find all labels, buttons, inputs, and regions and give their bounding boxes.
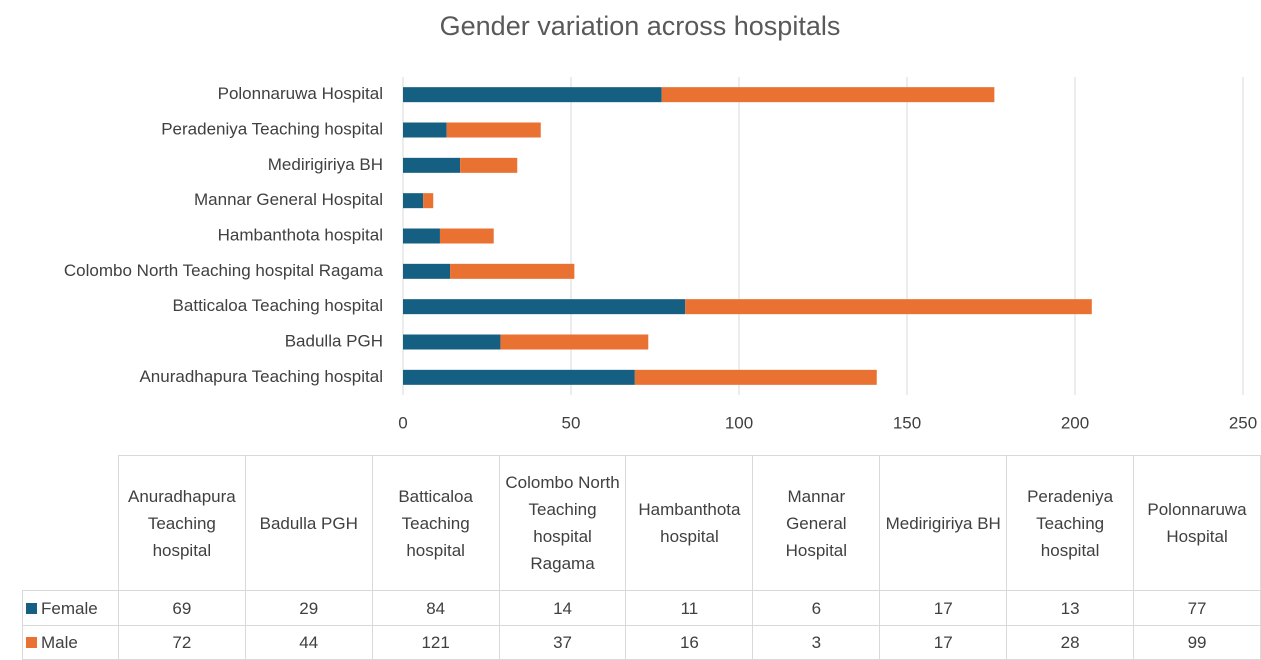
bar [446, 122, 541, 138]
chart: Gender variation across hospitals 0 50 100… [64, 11, 1257, 432]
x-tick-label: 100 [725, 413, 753, 432]
x-tick-label: 50 [562, 413, 581, 432]
legend-label: Male [41, 633, 78, 652]
value-cell: 6 [752, 590, 881, 626]
bar [460, 157, 518, 173]
bar [403, 87, 662, 103]
value-cell: 37 [498, 625, 627, 660]
bar [685, 299, 1092, 315]
value-cell: 11 [625, 590, 754, 626]
header-cell: Peradeniya Teaching hospital [1006, 455, 1135, 591]
y-tick-label: Polonnaruwa Hospital [218, 84, 383, 103]
header-cell: Batticaloa Teaching hospital [371, 455, 500, 591]
header-cell: Polonnaruwa Hospital [1133, 455, 1261, 591]
y-tick-label: Batticaloa Teaching hospital [173, 296, 383, 315]
bar [500, 334, 649, 350]
bar [439, 228, 494, 244]
header-cell: Medirigiriya BH [879, 455, 1008, 591]
legend-swatch [26, 602, 37, 614]
x-tick-label: 200 [1061, 413, 1089, 432]
corner-cell [22, 455, 119, 591]
header-cell: Hambanthota hospital [625, 455, 754, 591]
legend-cell: Female [22, 590, 119, 626]
value-cell: 99 [1133, 625, 1261, 660]
data-table: Anuradhapura Teaching hospital Badulla PG… [22, 455, 1261, 660]
bar [403, 193, 424, 209]
value-cell: 72 [117, 625, 246, 660]
x-tick-label: 150 [893, 413, 921, 432]
value-cell: 44 [244, 625, 373, 660]
y-tick-label: Hambanthota hospital [218, 225, 383, 244]
header-cell: Mannar General Hospital [752, 455, 881, 591]
value-cell: 13 [1006, 590, 1135, 626]
value-cell: 29 [244, 590, 373, 626]
bar [423, 193, 434, 209]
x-tick-label: 0 [398, 413, 407, 432]
value-cell: 28 [1006, 625, 1135, 660]
bar [661, 87, 995, 103]
bar [450, 263, 575, 279]
value-cell: 14 [498, 590, 627, 626]
value-cell: 69 [117, 590, 246, 626]
legend-label: Female [41, 598, 98, 618]
y-tick-label: Medirigiriya BH [268, 155, 383, 174]
value-cell: 3 [752, 625, 881, 660]
value-cell: 121 [371, 625, 500, 660]
data-row: Male 72 44 121 37 16 3 17 28 99 [22, 625, 1261, 660]
data-row: Female 69 29 84 14 11 6 17 13 77 [22, 590, 1261, 626]
value-cell: 17 [879, 590, 1008, 626]
header-cell: Colombo North Teaching hospital Ragama [498, 455, 627, 591]
bar [403, 263, 451, 279]
bar [403, 122, 447, 138]
value-cell: 17 [879, 625, 1008, 660]
bar [403, 334, 501, 350]
legend-swatch [26, 637, 37, 648]
header-row: Anuradhapura Teaching hospital Badulla PG… [22, 455, 1261, 591]
bar [403, 369, 635, 385]
y-tick-label: Mannar General Hospital [194, 190, 383, 209]
value-cell: 16 [625, 625, 754, 660]
legend-cell: Male [22, 625, 119, 660]
x-tick-label: 250 [1229, 413, 1257, 432]
y-tick-label: Anuradhapura Teaching hospital [139, 367, 383, 386]
y-tick-label: Peradeniya Teaching hospital [161, 119, 383, 138]
bar [403, 299, 686, 315]
value-cell: 84 [371, 590, 500, 626]
bar [403, 228, 440, 244]
bar [403, 157, 461, 173]
bar [634, 369, 877, 385]
chart-title: Gender variation across hospitals [440, 11, 841, 41]
header-cell: Anuradhapura Teaching hospital [117, 455, 246, 591]
value-cell: 77 [1133, 590, 1261, 626]
header-cell: Badulla PGH [244, 455, 373, 591]
y-tick-label: Colombo North Teaching hospital Ragama [64, 261, 384, 280]
y-tick-label: Badulla PGH [285, 331, 383, 350]
